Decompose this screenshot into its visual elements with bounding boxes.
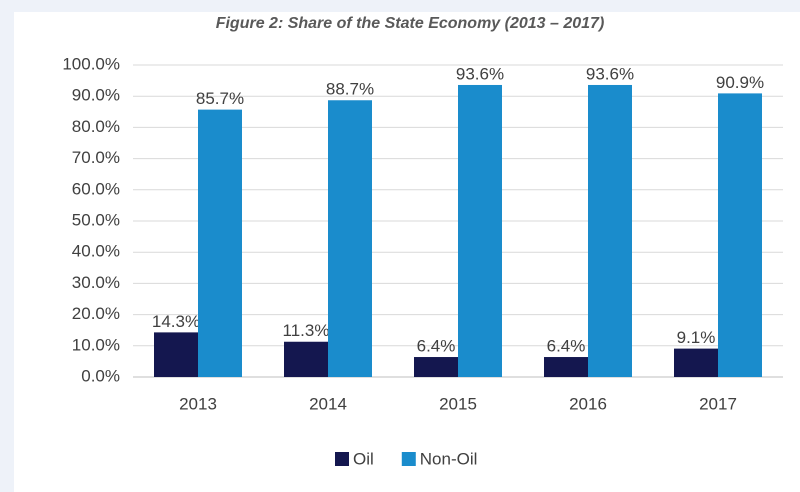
- bar: [414, 357, 458, 377]
- y-tick-label: 60.0%: [72, 179, 120, 198]
- data-label: 93.6%: [586, 64, 634, 83]
- y-tick-label: 80.0%: [72, 117, 120, 136]
- legend-swatch: [335, 452, 349, 466]
- y-tick-label: 20.0%: [72, 304, 120, 323]
- y-tick-label: 40.0%: [72, 242, 120, 261]
- bar: [154, 332, 198, 377]
- x-tick-label: 2015: [439, 394, 477, 413]
- y-tick-label: 70.0%: [72, 148, 120, 167]
- y-tick-label: 50.0%: [72, 210, 120, 229]
- bar: [198, 109, 242, 377]
- legend-label: Oil: [353, 449, 374, 468]
- bar: [588, 84, 632, 377]
- bar: [458, 84, 502, 377]
- chart-title: Figure 2: Share of the State Economy (20…: [216, 15, 605, 32]
- legend-label: Non-Oil: [420, 449, 478, 468]
- data-label: 93.6%: [456, 64, 504, 83]
- y-tick-label: 30.0%: [72, 273, 120, 292]
- y-tick-label: 10.0%: [72, 335, 120, 354]
- data-label: 85.7%: [196, 89, 244, 108]
- data-label: 6.4%: [547, 337, 586, 356]
- y-tick-label: 100.0%: [62, 54, 120, 73]
- data-label: 11.3%: [283, 321, 330, 340]
- x-tick-label: 2014: [309, 394, 347, 413]
- bar: [718, 93, 762, 377]
- data-label: 90.9%: [716, 73, 764, 92]
- bar: [328, 100, 372, 378]
- data-label: 14.3%: [152, 312, 200, 331]
- x-tick-label: 2017: [699, 394, 737, 413]
- x-tick-label: 2016: [569, 394, 607, 413]
- data-label: 88.7%: [326, 80, 374, 99]
- bar: [284, 341, 328, 377]
- data-label: 9.1%: [677, 328, 716, 347]
- bar: [674, 348, 718, 377]
- x-tick-label: 2013: [179, 394, 217, 413]
- y-tick-label: 0.0%: [81, 366, 120, 385]
- bar: [544, 357, 588, 377]
- legend-swatch: [401, 452, 416, 466]
- y-tick-label: 90.0%: [72, 86, 120, 105]
- data-label: 6.4%: [417, 337, 456, 356]
